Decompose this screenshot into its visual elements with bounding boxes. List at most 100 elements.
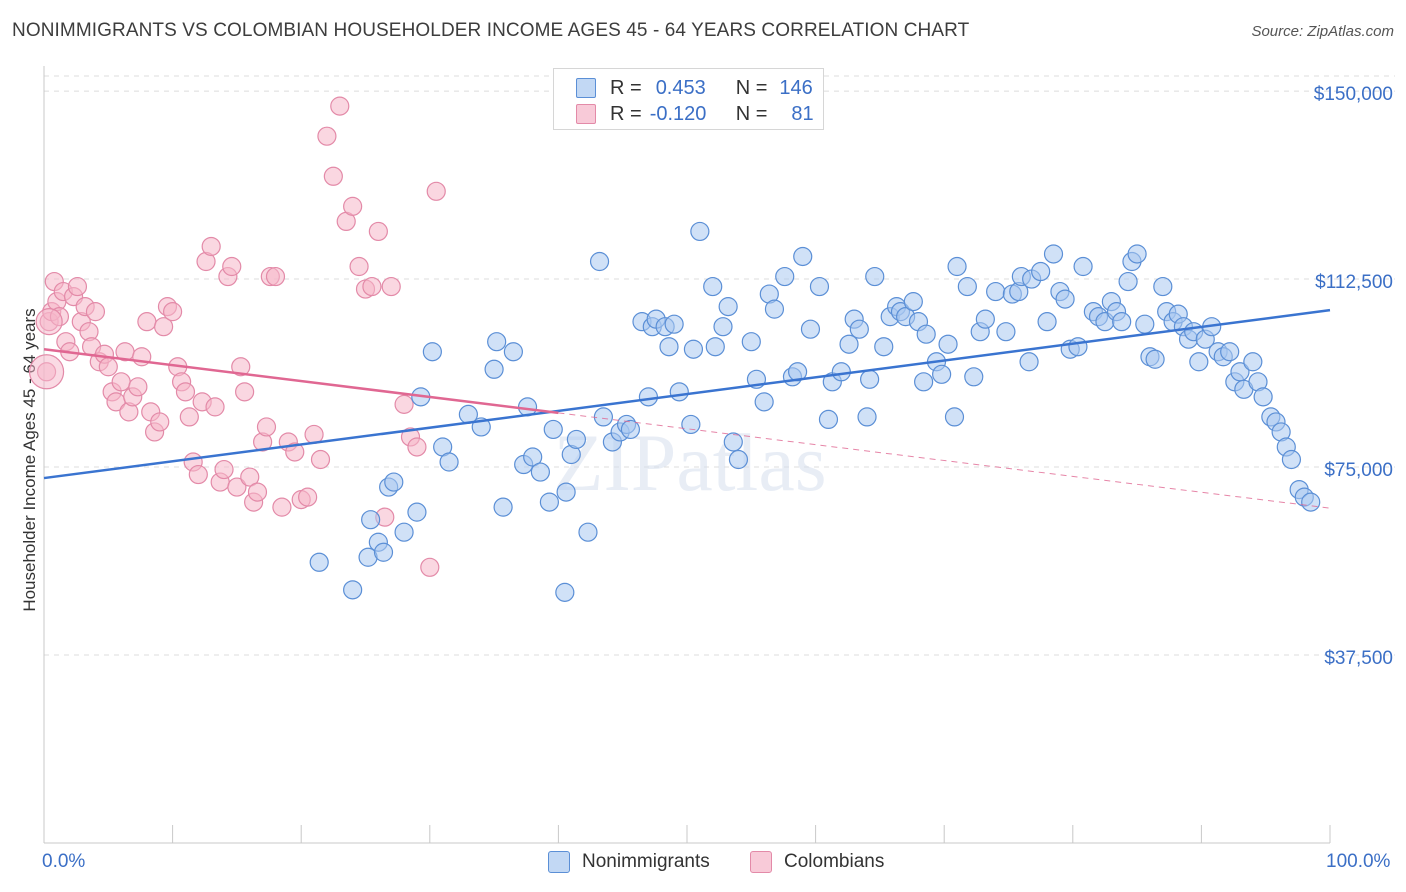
nonimmigrants-point bbox=[1068, 337, 1088, 357]
nonimmigrants-point bbox=[728, 449, 749, 470]
nonimmigrants-point bbox=[1019, 352, 1039, 372]
colombians-point bbox=[240, 467, 260, 487]
nonimmigrants-point bbox=[860, 369, 880, 389]
colombians-point bbox=[28, 354, 65, 390]
colombians-point bbox=[150, 412, 170, 432]
y-tick-labels: $37,500 $75,000 $112,500 $150,000 bbox=[1314, 84, 1393, 669]
colombians-point bbox=[362, 276, 382, 297]
nonimmigrants-point bbox=[503, 342, 523, 362]
legend-item-nonimmigrants: Nonimmigrants bbox=[548, 851, 710, 873]
colombians-point bbox=[205, 397, 225, 417]
nonimmigrants-point bbox=[916, 324, 936, 344]
nonimmigrants-point bbox=[874, 337, 894, 357]
nonimmigrants-point bbox=[964, 367, 984, 387]
nonimmigrants-point bbox=[857, 407, 877, 427]
y-tick-label: $37,500 bbox=[1324, 648, 1393, 669]
nonimmigrants-point bbox=[373, 542, 394, 562]
nonimmigrants-point bbox=[718, 297, 738, 317]
nonimmigrants-point bbox=[944, 407, 965, 427]
nonimmigrants-point bbox=[800, 319, 821, 339]
nonimmigrants-point bbox=[1073, 256, 1093, 277]
colombians-point bbox=[330, 96, 350, 116]
y-tick-label: $75,000 bbox=[1324, 460, 1393, 481]
nonimmigrants-point bbox=[932, 364, 952, 384]
nonimmigrants-point bbox=[1112, 312, 1132, 332]
nonimmigrants-point bbox=[1220, 342, 1240, 362]
legend-r-label: R = bbox=[610, 76, 642, 99]
nonimmigrants-point bbox=[764, 299, 785, 319]
colombians-point bbox=[298, 487, 318, 507]
colombians-point bbox=[317, 126, 337, 146]
colombians-points bbox=[28, 96, 446, 577]
colombians-point bbox=[426, 181, 446, 201]
nonimmigrants-point bbox=[543, 419, 563, 440]
colombians-point bbox=[349, 256, 369, 277]
colombians-point bbox=[247, 482, 268, 502]
legend-swatch-blue bbox=[576, 78, 596, 98]
x-tick-label-max: 100.0% bbox=[1326, 851, 1391, 872]
chart-title: NONIMMIGRANTS VS COLOMBIAN HOUSEHOLDER I… bbox=[12, 20, 970, 41]
colombians-trend-extension bbox=[558, 412, 1331, 509]
nonimmigrants-point bbox=[809, 276, 830, 297]
legend-n-label: N = bbox=[735, 76, 768, 99]
nonimmigrants-point bbox=[723, 432, 743, 452]
nonimmigrants-point bbox=[986, 281, 1006, 302]
nonimmigrants-point bbox=[1037, 312, 1057, 332]
nonimmigrants-point bbox=[1031, 261, 1051, 282]
nonimmigrants-point bbox=[555, 582, 575, 602]
nonimmigrants-point bbox=[493, 497, 513, 517]
nonimmigrants-point bbox=[1253, 387, 1273, 407]
legend-label: Nonimmigrants bbox=[582, 851, 710, 872]
nonimmigrants-point bbox=[831, 362, 851, 382]
colombians-point bbox=[235, 382, 255, 402]
nonimmigrants-point bbox=[620, 419, 641, 440]
nonimmigrants-point bbox=[741, 332, 761, 352]
nonimmigrants-point bbox=[938, 334, 958, 354]
colombians-point bbox=[231, 357, 251, 377]
colombians-point bbox=[420, 557, 440, 577]
nonimmigrants-point bbox=[947, 256, 967, 277]
nonimmigrants-trend-line bbox=[43, 308, 1331, 480]
nonimmigrants-point bbox=[556, 482, 576, 502]
nonimmigrants-point bbox=[1281, 449, 1302, 470]
correlation-legend: R = 0.453 N = 146 R = -0.120 N = 81 bbox=[553, 68, 824, 130]
nonimmigrants-point bbox=[683, 339, 704, 359]
colombians-point bbox=[98, 357, 118, 377]
legend-swatch-pink bbox=[750, 851, 772, 873]
nonimmigrants-point bbox=[593, 407, 614, 427]
colombians-point bbox=[368, 221, 388, 242]
nonimmigrants-point bbox=[793, 246, 813, 267]
nonimmigrants-point bbox=[384, 472, 404, 492]
nonimmigrants-point bbox=[530, 462, 550, 482]
colombians-point bbox=[67, 276, 88, 297]
legend-r-value: -0.120 bbox=[649, 102, 707, 125]
legend-row-nonimmigrants: R = 0.453 N = 146 bbox=[576, 75, 813, 101]
nonimmigrants-point bbox=[818, 409, 839, 430]
axes bbox=[43, 66, 1331, 844]
colombians-point bbox=[256, 417, 277, 437]
colombians-point bbox=[343, 196, 363, 216]
nonimmigrants-point bbox=[484, 359, 504, 379]
colombians-point bbox=[394, 394, 414, 414]
nonimmigrants-point bbox=[849, 319, 869, 339]
nonimmigrants-point bbox=[578, 522, 598, 542]
colombians-point bbox=[188, 464, 208, 485]
nonimmigrants-point bbox=[1135, 314, 1155, 334]
nonimmigrants-point bbox=[1127, 244, 1147, 264]
legend-item-colombians: Colombians bbox=[750, 851, 884, 873]
nonimmigrants-point bbox=[703, 276, 723, 297]
colombians-point bbox=[222, 256, 242, 277]
nonimmigrants-point bbox=[903, 292, 923, 312]
nonimmigrants-point bbox=[705, 337, 725, 357]
nonimmigrants-point bbox=[487, 332, 507, 352]
nonimmigrants-point bbox=[754, 392, 774, 412]
nonimmigrants-point bbox=[566, 429, 587, 450]
nonimmigrants-points bbox=[309, 221, 1321, 602]
nonimmigrants-point bbox=[1243, 352, 1263, 372]
nonimmigrants-point bbox=[1043, 244, 1064, 264]
colombians-point bbox=[323, 166, 343, 186]
nonimmigrants-point bbox=[975, 309, 995, 329]
nonimmigrants-point bbox=[914, 372, 934, 392]
colombians-point bbox=[285, 442, 305, 462]
